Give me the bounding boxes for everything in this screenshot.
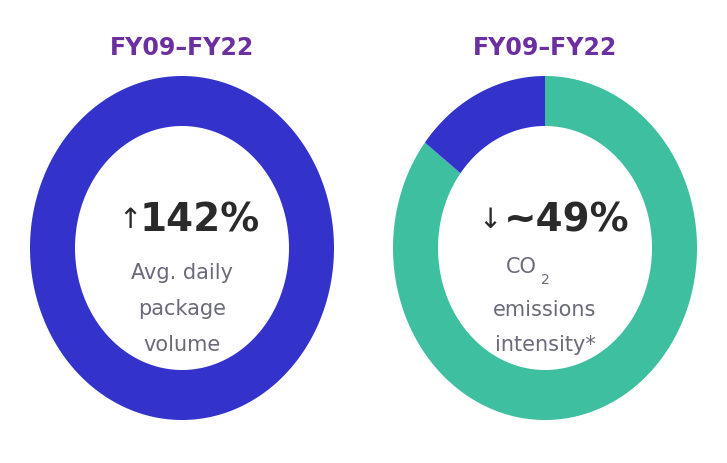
Text: emissions: emissions [494, 300, 597, 320]
Text: FY09–FY22: FY09–FY22 [110, 36, 254, 60]
Polygon shape [393, 76, 697, 420]
Text: ↑: ↑ [119, 206, 142, 234]
Text: intensity*: intensity* [494, 335, 595, 355]
Text: FY09–FY22: FY09–FY22 [473, 36, 617, 60]
Polygon shape [30, 76, 334, 420]
Text: ~49%: ~49% [505, 201, 630, 239]
Text: CO: CO [506, 257, 537, 277]
Text: Avg. daily: Avg. daily [131, 263, 233, 283]
Text: 2: 2 [541, 273, 550, 287]
Text: 142%: 142% [140, 201, 260, 239]
Text: volume: volume [143, 335, 220, 355]
Text: ↓: ↓ [478, 206, 502, 234]
Text: package: package [138, 299, 226, 319]
Polygon shape [425, 76, 545, 173]
